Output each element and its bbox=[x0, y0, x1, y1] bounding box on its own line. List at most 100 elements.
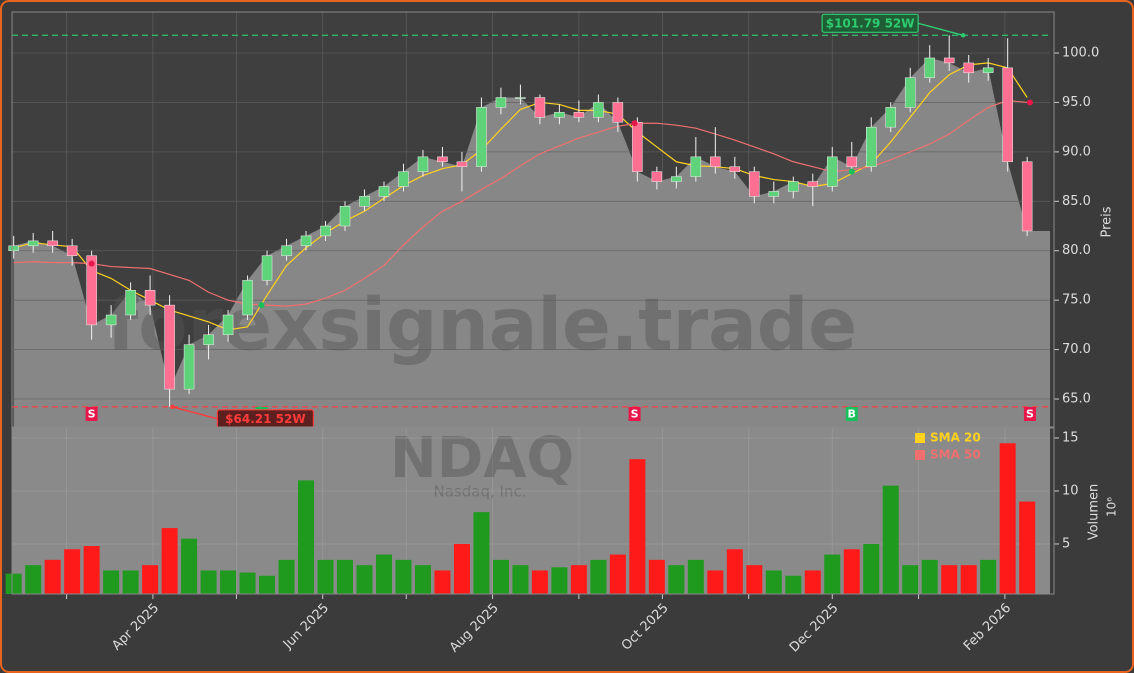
annotation-label: $64.21 52W bbox=[225, 412, 305, 426]
signal-label: S bbox=[1026, 408, 1034, 421]
candle-body bbox=[222, 314, 234, 336]
signal-dot bbox=[631, 120, 638, 127]
volume-bar bbox=[453, 543, 470, 594]
volume-bar bbox=[83, 546, 100, 594]
volume-bar bbox=[473, 512, 490, 594]
volume-bar bbox=[434, 570, 451, 594]
candle-body bbox=[904, 77, 916, 108]
candle-body bbox=[281, 245, 292, 256]
candle-body bbox=[300, 235, 312, 247]
volume-bar bbox=[668, 565, 685, 594]
sma-line bbox=[13, 62, 1028, 331]
volume-bar bbox=[103, 570, 120, 594]
candle-body bbox=[476, 107, 487, 167]
volume-bar bbox=[375, 554, 392, 594]
y-axis-label: Volumen bbox=[1087, 484, 1102, 541]
volume-bar bbox=[921, 559, 938, 594]
candle-body bbox=[573, 112, 585, 118]
candle-body bbox=[534, 97, 546, 118]
y-tick-label: 5 bbox=[1062, 536, 1070, 551]
signal-dot bbox=[1026, 99, 1033, 106]
y-tick-label: 80.0 bbox=[1062, 243, 1091, 258]
y-tick-label: 15 bbox=[1062, 430, 1079, 445]
legend-swatch bbox=[915, 450, 925, 460]
volume-bar bbox=[1019, 501, 1036, 594]
signal-dot bbox=[88, 260, 95, 267]
candle-body bbox=[768, 191, 780, 197]
y-axis-label: Preis bbox=[1100, 206, 1115, 237]
candle-body bbox=[8, 245, 19, 251]
volume-bar bbox=[142, 565, 159, 594]
volume-bar bbox=[239, 572, 256, 594]
y-tick-label: 10 bbox=[1062, 483, 1079, 498]
candle-body bbox=[164, 304, 175, 390]
volume-bar bbox=[765, 570, 782, 594]
candle-body bbox=[651, 171, 663, 182]
volume-bar bbox=[609, 554, 626, 594]
volume-bar bbox=[122, 570, 139, 594]
candle-body bbox=[749, 171, 760, 197]
volume-bar bbox=[298, 480, 315, 594]
candle-body bbox=[846, 156, 858, 167]
volume-bar bbox=[941, 565, 958, 594]
volume-bar bbox=[551, 567, 568, 594]
candle-body bbox=[27, 240, 39, 247]
volume-bar bbox=[337, 559, 354, 594]
candle-body bbox=[982, 67, 994, 74]
volume-bar bbox=[648, 559, 665, 594]
y-tick-label: 70.0 bbox=[1062, 342, 1091, 357]
candle-body bbox=[261, 255, 273, 281]
volume-bar bbox=[317, 559, 334, 594]
candle-body bbox=[183, 344, 195, 390]
volume-bar bbox=[395, 559, 412, 594]
candle-body bbox=[320, 225, 331, 237]
candle-body bbox=[515, 97, 526, 99]
y-tick-label: 75.0 bbox=[1062, 293, 1091, 308]
candle-body bbox=[66, 245, 78, 256]
volume-bar bbox=[863, 543, 880, 594]
volume-bar bbox=[590, 559, 607, 594]
candle-body bbox=[339, 206, 351, 227]
y-tick-label: 100.0 bbox=[1062, 46, 1099, 61]
price-area bbox=[13, 57, 1050, 427]
signal-label: S bbox=[88, 408, 96, 421]
volume-bar bbox=[44, 559, 61, 594]
signal-badge bbox=[845, 407, 858, 421]
volume-bar bbox=[902, 565, 919, 594]
volume-bar bbox=[200, 570, 217, 594]
candle-body bbox=[807, 181, 819, 187]
candle-body bbox=[203, 334, 214, 345]
signal-label: B bbox=[848, 408, 856, 421]
signal-label: S bbox=[631, 408, 639, 421]
volume-bar bbox=[25, 565, 42, 594]
candle-body bbox=[125, 290, 136, 316]
sma-line bbox=[13, 99, 1028, 307]
volume-bar bbox=[531, 570, 548, 594]
candle-body bbox=[456, 161, 468, 167]
volume-bar bbox=[824, 554, 841, 594]
signal-badge bbox=[1023, 407, 1036, 421]
legend-label: SMA 20 bbox=[930, 431, 981, 445]
candle-body bbox=[690, 156, 702, 177]
y-tick-label: 85.0 bbox=[1062, 194, 1091, 209]
signal-dot bbox=[258, 302, 265, 309]
signal-badge bbox=[85, 407, 98, 421]
candle-body bbox=[554, 112, 565, 118]
candle-body bbox=[924, 57, 935, 78]
legend-swatch bbox=[915, 433, 925, 443]
candle-body bbox=[242, 280, 253, 316]
candle-body bbox=[398, 171, 409, 187]
candle-body bbox=[612, 102, 624, 123]
candle-body bbox=[632, 121, 643, 172]
watermark: forexsignale.trade bbox=[107, 283, 857, 367]
candle-body bbox=[105, 314, 117, 326]
signal-badge bbox=[628, 407, 641, 421]
volume-bar bbox=[785, 575, 802, 594]
volume-bar bbox=[5, 573, 22, 594]
volume-bar bbox=[707, 570, 724, 594]
volume-bar bbox=[181, 538, 198, 594]
volume-bar bbox=[882, 485, 899, 594]
volume-bar bbox=[804, 570, 821, 594]
candle-body bbox=[885, 107, 896, 128]
